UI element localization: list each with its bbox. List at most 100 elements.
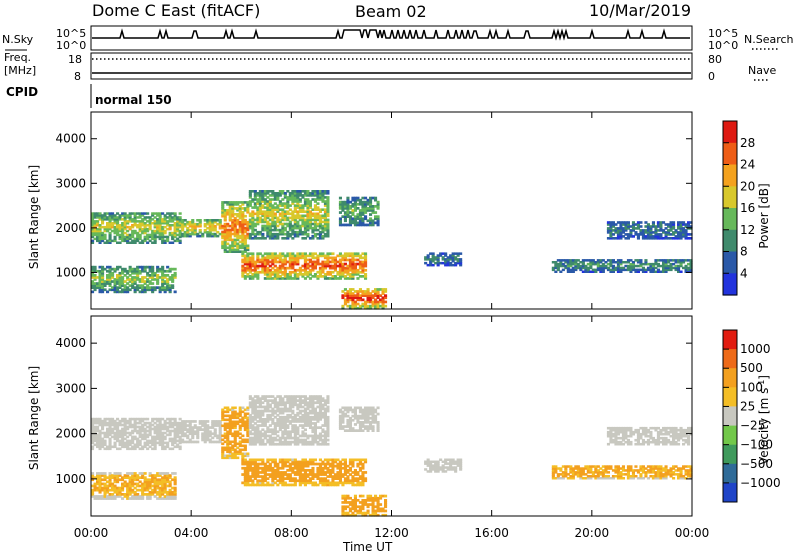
- power-cell: [121, 224, 125, 227]
- power-cell: [298, 190, 302, 193]
- power-cell: [361, 221, 365, 225]
- velocity-cell: [343, 469, 347, 472]
- velocity-cell: [258, 403, 262, 407]
- velocity-cell: [91, 433, 95, 437]
- power-cell: [286, 200, 290, 203]
- power-cell: [283, 254, 287, 258]
- power-cell: [636, 237, 640, 240]
- power-cell: [101, 220, 105, 223]
- velocity-cell: [188, 422, 192, 425]
- velocity-cell: [316, 436, 320, 440]
- power-cell: [158, 224, 162, 227]
- power-cell: [351, 262, 355, 266]
- power-cell: [208, 234, 212, 238]
- power-cell: [203, 230, 207, 234]
- velocity-cell: [196, 428, 200, 431]
- power-cell: [251, 237, 255, 240]
- power-cell: [599, 266, 603, 270]
- power-cell: [136, 286, 140, 289]
- velocity-cell: [221, 450, 225, 454]
- velocity-cell: [256, 397, 260, 400]
- power-cell: [143, 267, 147, 271]
- power-cell: [444, 258, 448, 261]
- velocity-cell: [156, 419, 160, 423]
- velocity-cell: [211, 436, 215, 440]
- velocity-cell: [301, 466, 305, 470]
- power-cell: [168, 276, 172, 279]
- power-cell: [651, 270, 655, 273]
- power-cell: [266, 226, 270, 230]
- velocity-cell: [276, 438, 280, 442]
- power-cell: [96, 216, 100, 219]
- velocity-cell: [96, 433, 100, 437]
- power-cell: [253, 206, 257, 209]
- velocity-cell: [281, 460, 285, 464]
- power-cell: [308, 192, 312, 195]
- velocity-cell: [251, 479, 255, 483]
- velocity-cell: [281, 401, 285, 405]
- power-cell: [221, 236, 225, 240]
- power-cell: [293, 226, 297, 230]
- power-cell: [449, 256, 453, 259]
- velocity-cell: [316, 395, 320, 398]
- power-cell: [321, 194, 325, 197]
- velocity-cell: [253, 399, 257, 402]
- power-cell: [236, 248, 240, 252]
- velocity-cell: [128, 417, 132, 421]
- power-cell: [343, 252, 347, 256]
- velocity-cell: [181, 424, 185, 427]
- power-cell: [298, 210, 302, 213]
- power-cell: [356, 294, 360, 297]
- velocity-cell: [306, 415, 310, 419]
- power-cell: [153, 222, 157, 225]
- power-cell: [677, 233, 681, 236]
- power-cell: [123, 218, 127, 221]
- power-cell: [619, 266, 623, 270]
- velocity-cell: [256, 481, 260, 485]
- power-cell: [431, 258, 435, 261]
- power-cell: [211, 224, 215, 228]
- power-cell: [341, 296, 345, 300]
- power-cell: [153, 233, 157, 237]
- power-cell: [98, 231, 102, 235]
- power-cell: [384, 288, 388, 291]
- power-cell: [604, 266, 608, 270]
- power-cell: [351, 273, 355, 276]
- velocity-cell: [268, 469, 272, 472]
- velocity-cell: [133, 421, 137, 425]
- velocity-cell: [253, 438, 257, 442]
- velocity-cell: [306, 473, 310, 476]
- power-cell: [371, 300, 375, 304]
- power-cell: [306, 254, 310, 258]
- power-cell: [266, 228, 270, 232]
- power-cell: [156, 220, 160, 223]
- power-cell: [128, 212, 132, 215]
- power-cell: [176, 216, 180, 219]
- power-cell: [221, 201, 225, 204]
- velocity-cell: [156, 425, 160, 429]
- velocity-cell: [178, 425, 182, 429]
- power-cell: [364, 196, 368, 200]
- velocity-cell: [241, 481, 245, 485]
- velocity-cell: [351, 408, 355, 412]
- velocity-cell: [296, 399, 300, 402]
- power-cell: [331, 277, 335, 280]
- power-cell: [606, 268, 610, 272]
- power-cell: [278, 192, 282, 195]
- velocity-cell: [348, 466, 352, 470]
- power-cell: [266, 220, 270, 224]
- velocity-cell: [356, 483, 360, 487]
- power-cell: [346, 266, 350, 270]
- nsearch-tick-top: 10^5: [708, 27, 738, 40]
- power-cell: [121, 229, 125, 233]
- velocity-cell: [243, 408, 247, 412]
- velocity-cell: [316, 473, 320, 476]
- power-cell: [241, 216, 245, 220]
- power-cell: [186, 232, 190, 236]
- power-cell: [266, 202, 270, 205]
- velocity-cell: [226, 432, 230, 436]
- power-cell: [604, 261, 608, 264]
- power-cell: [156, 212, 160, 215]
- velocity-cell: [356, 505, 360, 509]
- power-cell: [303, 268, 307, 272]
